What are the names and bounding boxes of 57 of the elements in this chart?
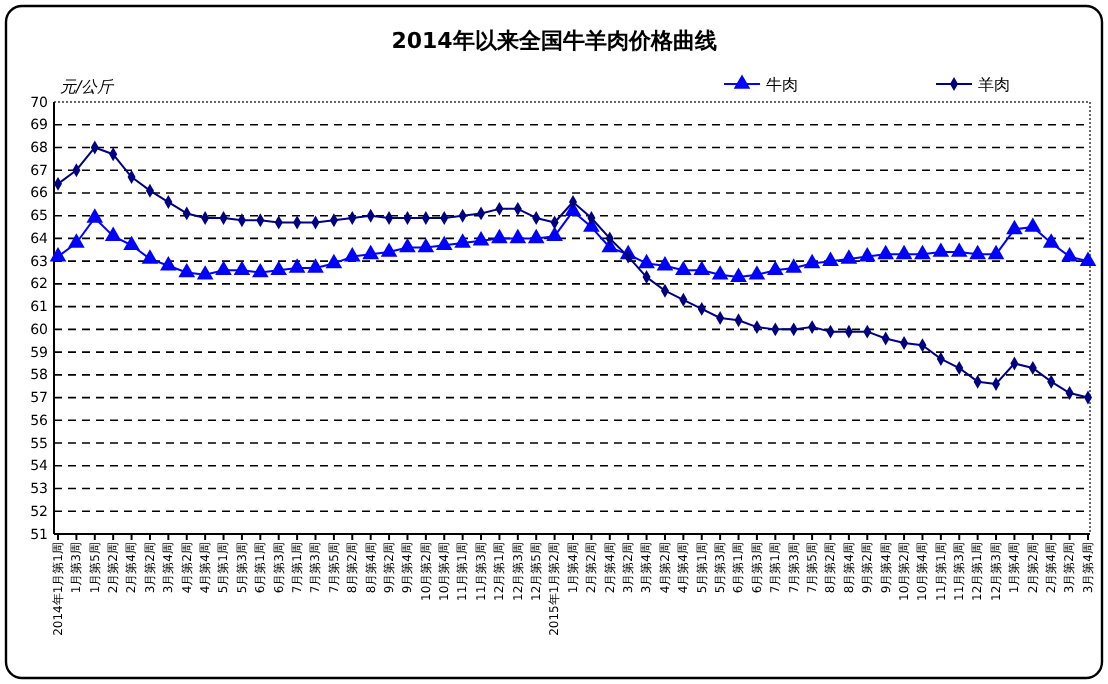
- legend-label: 牛肉: [766, 76, 798, 94]
- point: [141, 249, 159, 264]
- point: [417, 237, 435, 253]
- point: [123, 235, 140, 251]
- point: [325, 253, 343, 269]
- point: [68, 233, 85, 248]
- point: [509, 228, 527, 244]
- point: [527, 228, 545, 244]
- point: [472, 231, 490, 246]
- point: [546, 226, 563, 241]
- point: [215, 260, 232, 276]
- point: [233, 260, 251, 276]
- point: [675, 260, 692, 276]
- point: [399, 237, 416, 253]
- point: [767, 260, 784, 276]
- point: [196, 265, 214, 280]
- point: [362, 244, 379, 260]
- point: [914, 244, 931, 260]
- chart-title: 2014年以来全国牛羊肉价格曲线: [391, 28, 717, 54]
- point: [49, 247, 67, 262]
- point: [987, 244, 1005, 260]
- point: [840, 249, 858, 264]
- y-axis-title: 元/公斤: [60, 78, 116, 96]
- point: [895, 244, 913, 260]
- point: [950, 242, 968, 257]
- point: [656, 256, 674, 271]
- point: [932, 242, 950, 257]
- point: [711, 265, 729, 280]
- point: [693, 260, 711, 276]
- point: [1079, 251, 1097, 266]
- legend-label: 羊肉: [978, 76, 1010, 94]
- point: [969, 244, 986, 260]
- point: [785, 258, 803, 273]
- point: [803, 253, 821, 269]
- point: [748, 265, 766, 280]
- point: [104, 226, 122, 241]
- point: [435, 235, 453, 251]
- point: [1061, 247, 1078, 262]
- point: [877, 244, 894, 260]
- point: [491, 228, 508, 244]
- point: [638, 253, 655, 269]
- point: [1006, 219, 1023, 235]
- point: [730, 267, 747, 282]
- point: [1024, 217, 1042, 232]
- point: [380, 242, 398, 257]
- point: [858, 247, 876, 262]
- point: [252, 262, 269, 278]
- point: [822, 251, 839, 266]
- point: [270, 260, 288, 276]
- point: [343, 247, 361, 262]
- point: [307, 258, 324, 273]
- point: [454, 233, 471, 248]
- point: [178, 262, 196, 278]
- point: [1042, 233, 1060, 248]
- point: [288, 258, 306, 273]
- point: [160, 256, 177, 271]
- point: [86, 208, 104, 223]
